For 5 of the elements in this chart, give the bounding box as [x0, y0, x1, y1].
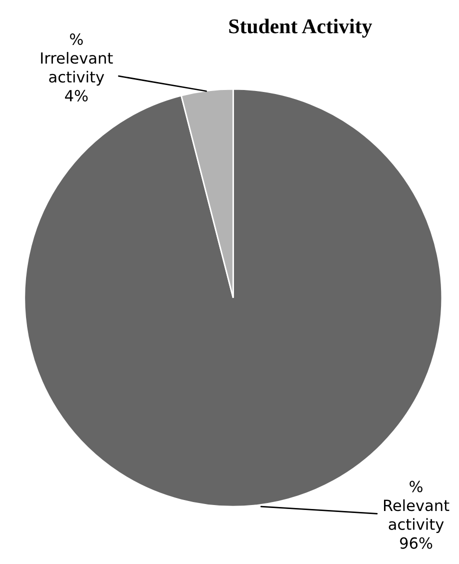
data-label: 4% [65, 90, 88, 102]
slice-label: % Irrelevant activity [41, 33, 113, 86]
slice-label: % Relevant activity [384, 480, 450, 533]
data-label: 96% [400, 537, 432, 549]
chart-title: Student Activity [229, 18, 372, 38]
